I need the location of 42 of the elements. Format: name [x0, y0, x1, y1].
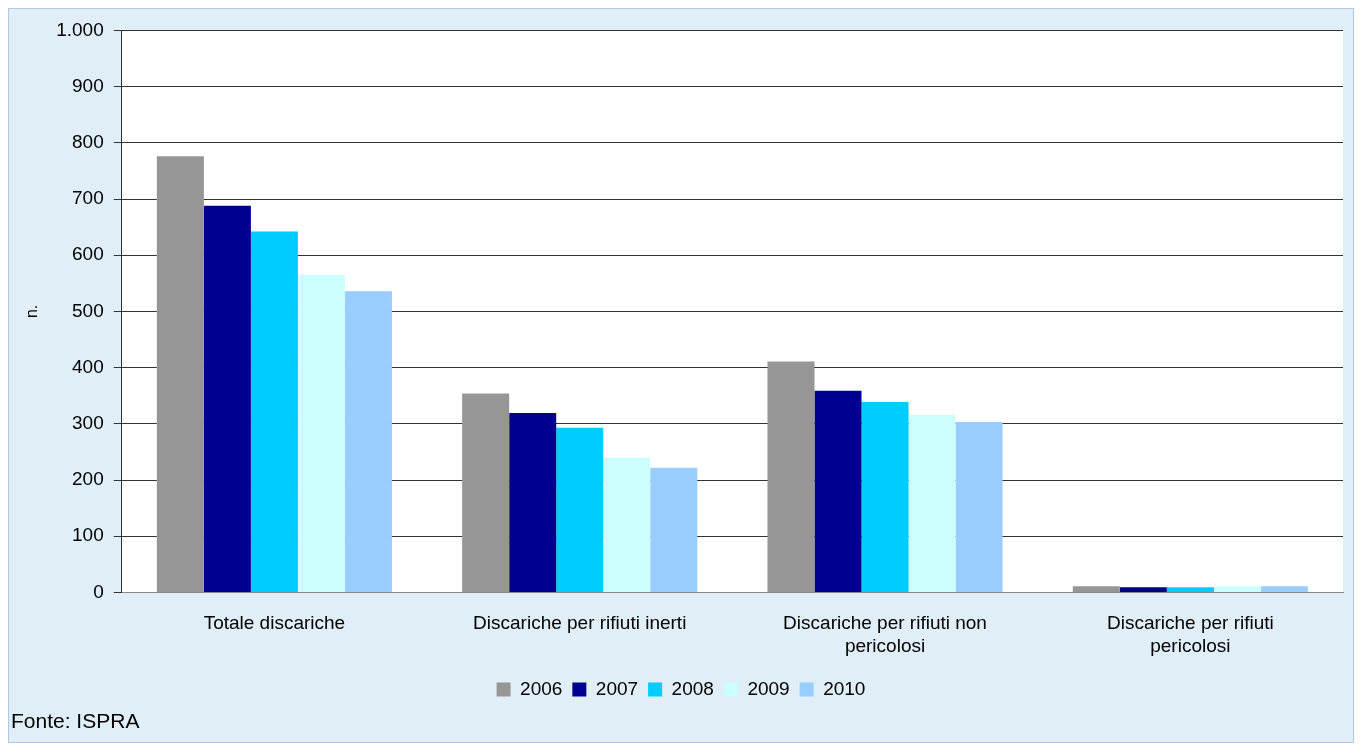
- legend-label: 2009: [747, 677, 790, 699]
- y-tick-label: 800: [72, 131, 104, 153]
- x-tick-label: Totale discariche: [203, 612, 346, 634]
- bar: [203, 205, 251, 592]
- bar: [509, 413, 557, 592]
- bar: [603, 457, 651, 592]
- x-tick-label: Discariche per rifiuti inerti: [473, 612, 687, 634]
- y-tick-label: 500: [72, 299, 104, 321]
- source-note: Fonte: ISPRA: [10, 709, 141, 733]
- y-tick-label: 200: [72, 468, 104, 490]
- bar: [861, 401, 909, 592]
- y-tick-label: 0: [93, 580, 104, 602]
- y-tick-label: 600: [72, 243, 104, 265]
- y-tick-label: 1.000: [56, 18, 104, 40]
- bar: [250, 231, 298, 592]
- bar: [1166, 587, 1214, 592]
- legend-label: 2010: [823, 677, 866, 699]
- y-tick-label: 900: [72, 74, 104, 96]
- bar: [297, 274, 345, 592]
- bar: [650, 467, 698, 592]
- bar: [1260, 586, 1308, 592]
- legend-label: 2007: [595, 677, 639, 699]
- y-tick-label: 100: [72, 524, 104, 546]
- bar: [556, 427, 604, 592]
- bar: [344, 291, 392, 592]
- bar: [462, 393, 510, 592]
- x-tick-label: Discariche per rifiuti pericolosi: [1106, 612, 1274, 656]
- bar: [908, 414, 956, 592]
- bar: [1213, 586, 1261, 592]
- y-tick-label: 400: [72, 355, 104, 377]
- bar: [814, 390, 862, 592]
- x-tick-label: Discariche per rifiuti non pericolosi: [783, 612, 987, 656]
- y-tick-label: 300: [72, 412, 104, 434]
- legend-label: 2006: [520, 677, 563, 699]
- bar: [1072, 586, 1120, 592]
- legend-label: 2008: [671, 677, 714, 699]
- bar: [955, 422, 1003, 592]
- y-tick-label: 700: [72, 187, 104, 209]
- bar: [767, 361, 815, 592]
- y-axis-title: n.: [23, 304, 41, 319]
- bar: [156, 156, 204, 592]
- bar: [1119, 587, 1167, 592]
